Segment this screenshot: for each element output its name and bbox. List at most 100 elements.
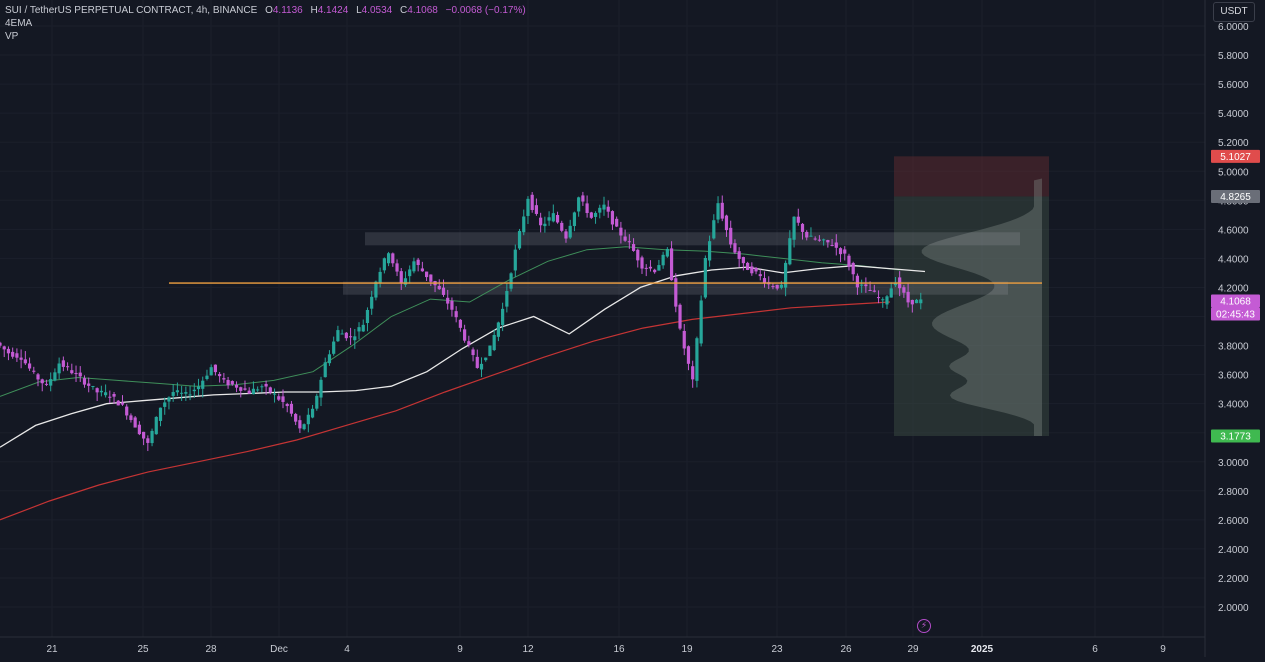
candle [192,389,196,392]
candle [264,383,268,387]
candle [15,353,19,358]
candle [184,392,188,394]
legend-symbol: SUI / TetherUS PERPETUAL CONTRACT, 4h, B… [5,5,258,16]
candle [513,249,517,271]
legend-indicator-vp[interactable]: VP [5,31,19,42]
candle [323,362,327,378]
x-tick-label: Dec [270,644,288,655]
candle [65,366,70,368]
y-tick-label: 4.2000 [1218,283,1249,294]
candle [509,273,513,289]
stop-loss-zone[interactable] [894,156,1049,197]
candle [336,330,340,342]
candle [754,267,758,272]
legend-low-value: 4.0534 [361,5,393,16]
candle [551,213,555,222]
candle [602,204,606,210]
y-tick-label: 4.4000 [1218,254,1249,265]
candle [568,225,572,238]
candle [163,402,167,407]
candle [577,197,581,212]
candle [581,195,585,202]
candle [585,203,589,214]
candle [44,383,49,385]
legend-open-value: 4.1136 [272,5,303,16]
y-tick-label: 2.4000 [1218,545,1249,556]
candle [201,380,205,389]
candle [741,257,745,264]
candle [209,367,213,376]
candle [792,216,796,240]
candle [2,346,6,350]
price-badge [1211,307,1260,321]
candle [268,387,272,393]
candle [196,386,201,390]
candle [467,341,471,346]
resistance-zone[interactable] [365,232,1020,246]
x-tick-label: 28 [205,644,217,655]
y-tick-label: 5.8000 [1218,51,1249,62]
candle [272,393,277,395]
candle [737,251,741,259]
take-profit-zone[interactable] [894,196,1049,436]
candle [885,296,889,305]
chart-legend: SUI / TetherUS PERPETUAL CONTRACT, 4h, B… [5,4,526,43]
x-tick-label: 6 [1092,644,1098,655]
candle [555,215,560,223]
candle [707,241,712,261]
candle [49,379,53,386]
candle [294,413,298,422]
candle [682,330,686,349]
candle [61,360,65,367]
candle [589,212,593,218]
candle [526,198,530,216]
candle [429,274,433,282]
candle [327,354,332,364]
candle [357,327,361,332]
candle [74,373,78,375]
currency-button[interactable]: USDT [1213,2,1255,22]
candle [788,238,792,265]
candle [805,231,809,238]
candle [830,245,834,247]
legend-close-value: 4.1068 [407,5,438,16]
candle [133,417,137,428]
x-tick-label: 21 [46,644,58,655]
candle [665,248,669,257]
candle [488,345,492,356]
candle [382,258,386,271]
candle [57,363,61,374]
candle [36,374,40,380]
candle [408,269,412,277]
candle [593,212,598,217]
legend-indicator-ema[interactable]: 4EMA [5,18,33,29]
candle [391,253,395,264]
candle [289,403,294,414]
candle [32,370,36,372]
x-tick-label: 4 [344,644,350,655]
candle [78,372,82,377]
candle [99,390,103,393]
candle [572,212,577,227]
candle [158,407,163,421]
price-badge-label: 4.1068 [1220,296,1251,307]
candle [720,202,724,219]
candle [496,322,501,337]
candle [860,284,864,286]
candle [344,332,348,339]
price-badge [1211,149,1260,163]
candle [370,296,374,309]
y-tick-label: 2.6000 [1218,516,1249,527]
lightning-icon[interactable]: ⚡ [917,619,931,633]
candle [310,408,315,418]
ema-green-line [0,246,901,397]
candle [188,394,192,396]
candle [847,255,851,267]
candle [239,387,243,391]
candle [822,239,826,241]
candle [902,287,906,293]
candle [251,388,256,395]
candle [505,291,509,307]
